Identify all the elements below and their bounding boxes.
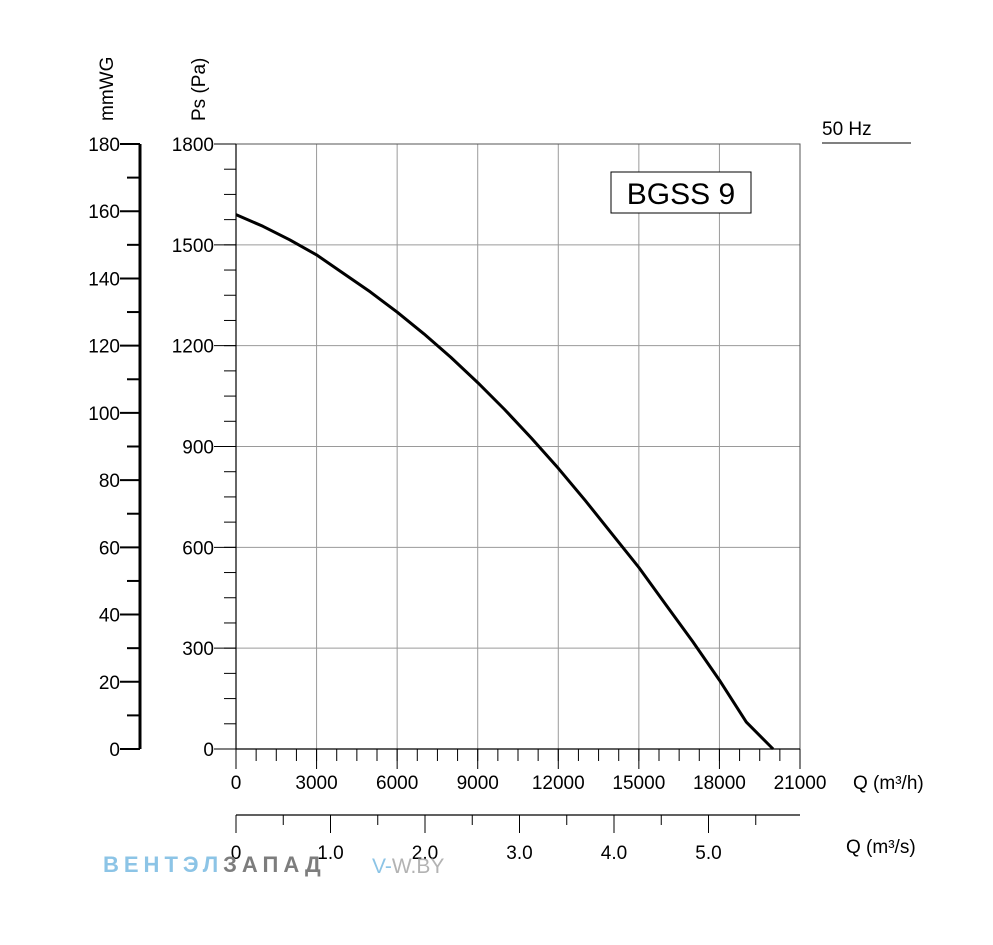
flow-m3h-axis-title: Q (m³/h) <box>853 773 924 794</box>
pressure-tick-label: 1200 <box>172 337 214 358</box>
flow-m3h-tick-label: 9000 <box>457 773 499 794</box>
flow-m3s-axis: 0 1.0 2.0 3.0 4.0 5.0 <box>231 814 800 864</box>
pressure-axis-title: Ps (Pa) <box>189 58 210 121</box>
mmwg-axis: 0 20 40 60 80 100 120 140 160 180 <box>88 135 142 761</box>
pressure-tick-label: 1500 <box>172 236 214 257</box>
flow-m3h-axis: 0 3000 6000 9000 12000 15000 18000 21000 <box>231 748 827 794</box>
mmwg-tick-label: 0 <box>109 740 120 761</box>
mmwg-tick-label: 20 <box>99 673 120 694</box>
model-label: BGSS 9 <box>627 178 735 211</box>
flow-m3h-tick-label: 15000 <box>612 773 665 794</box>
mmwg-tick-label: 140 <box>88 269 120 290</box>
mmwg-tick-label: 180 <box>88 135 120 156</box>
series-group <box>235 213 775 751</box>
mmwg-tick-label: 40 <box>99 606 120 627</box>
flow-m3h-tick-label: 21000 <box>774 773 827 794</box>
flow-m3h-tick-label: 6000 <box>376 773 418 794</box>
pressure-tick-label: 300 <box>182 639 214 660</box>
flow-m3s-tick-label: 2.0 <box>412 843 438 864</box>
flow-m3h-tick-label: 3000 <box>295 773 337 794</box>
mmwg-tick-label: 160 <box>88 202 120 223</box>
watermark-url: V-W.BY <box>372 855 444 879</box>
watermark-url-prefix: V- <box>372 855 392 878</box>
model-label-box <box>610 171 752 214</box>
grid <box>235 143 801 750</box>
flow-m3s-tick-label: 1.0 <box>317 843 343 864</box>
pressure-axis: 0 300 600 900 1200 1500 1800 <box>172 135 237 761</box>
flow-m3s-tick-label: 3.0 <box>506 843 532 864</box>
flow-m3s-tick-label: 5.0 <box>695 843 721 864</box>
pressure-tick-label: 600 <box>182 538 214 559</box>
flow-m3s-tick-label: 0 <box>231 843 242 864</box>
watermark-url-rest: W.BY <box>391 855 445 878</box>
mmwg-axis-title: mmWG <box>97 57 118 121</box>
flow-m3s-tick-label: 4.0 <box>601 843 627 864</box>
flow-m3s-axis-title: Q (m³/s) <box>846 837 916 858</box>
flow-m3h-tick-label: 12000 <box>532 773 585 794</box>
flow-m3h-tick-label: 0 <box>231 773 242 794</box>
mmwg-tick-label: 60 <box>99 538 120 559</box>
watermark-brand: ВЕНТЭЛЗАПАД <box>103 852 326 878</box>
mmwg-tick-label: 80 <box>99 471 120 492</box>
pressure-tick-label: 0 <box>203 740 214 761</box>
flow-m3h-tick-label: 18000 <box>693 773 746 794</box>
performance-curve <box>235 213 775 751</box>
pressure-tick-label: 1800 <box>172 135 214 156</box>
mmwg-tick-label: 120 <box>88 337 120 358</box>
frequency-label: 50 Hz <box>822 119 872 140</box>
watermark-brand-part2: ЗАПАД <box>223 852 326 877</box>
pressure-tick-label: 900 <box>182 438 214 459</box>
mmwg-tick-label: 100 <box>88 404 120 425</box>
watermark-brand-part1: ВЕНТЭЛ <box>103 852 224 877</box>
